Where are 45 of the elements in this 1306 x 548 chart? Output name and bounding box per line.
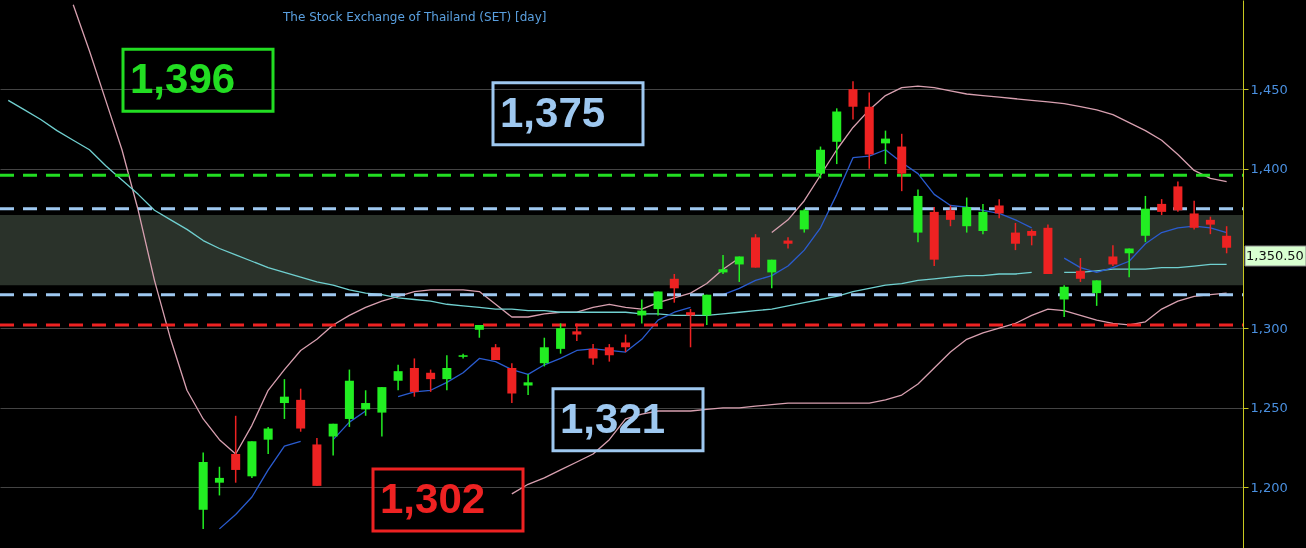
y-tick-label: 1,400 bbox=[1250, 161, 1288, 177]
y-tick-label: 1,450 bbox=[1250, 81, 1288, 97]
candlestick bbox=[1222, 225, 1232, 255]
candlestick bbox=[393, 364, 403, 392]
candlestick bbox=[718, 254, 728, 275]
y-tick-label: 1,200 bbox=[1250, 479, 1288, 495]
candlestick bbox=[426, 368, 436, 393]
y-tick-label: 1,250 bbox=[1250, 400, 1288, 416]
ref-line-label: 1,302 bbox=[380, 474, 486, 522]
candlestick bbox=[734, 255, 744, 283]
candlestick bbox=[945, 204, 955, 227]
candlestick bbox=[848, 80, 858, 121]
candlestick bbox=[588, 343, 598, 366]
candlestick bbox=[1059, 284, 1069, 318]
candlestick bbox=[328, 422, 338, 457]
candlestick bbox=[669, 273, 679, 304]
candlestick bbox=[361, 389, 371, 417]
candlestick bbox=[409, 357, 419, 398]
candlestick bbox=[783, 236, 793, 250]
candlestick bbox=[539, 336, 549, 368]
candlestick bbox=[1092, 279, 1102, 307]
candlestick bbox=[231, 415, 241, 484]
candlestick bbox=[263, 426, 273, 455]
text: The Stock Exchange of Thailand (SET) [day] bbox=[282, 10, 547, 24]
candlestick bbox=[279, 378, 289, 420]
candlestick bbox=[767, 258, 777, 290]
candlestick bbox=[523, 373, 533, 396]
candlestick bbox=[799, 207, 809, 234]
candlestick bbox=[1010, 222, 1020, 251]
line-series bbox=[511, 292, 1228, 495]
y-tick-label: 1,300 bbox=[1250, 320, 1288, 336]
candlestick bbox=[962, 196, 972, 234]
ref-line-label: 1,375 bbox=[500, 88, 606, 136]
candlestick bbox=[1189, 199, 1199, 231]
candlestick bbox=[1108, 244, 1118, 267]
ref-line-label: 1,396 bbox=[130, 55, 236, 103]
candlestick bbox=[556, 322, 566, 355]
candlestick bbox=[702, 293, 712, 326]
candlestick bbox=[1173, 180, 1183, 213]
candlestick bbox=[214, 466, 224, 497]
candlestick bbox=[978, 203, 988, 235]
candlestick bbox=[442, 354, 452, 392]
candlestick bbox=[1075, 257, 1085, 283]
text: 1,350.50 bbox=[1246, 248, 1304, 263]
candlestick bbox=[816, 145, 825, 180]
